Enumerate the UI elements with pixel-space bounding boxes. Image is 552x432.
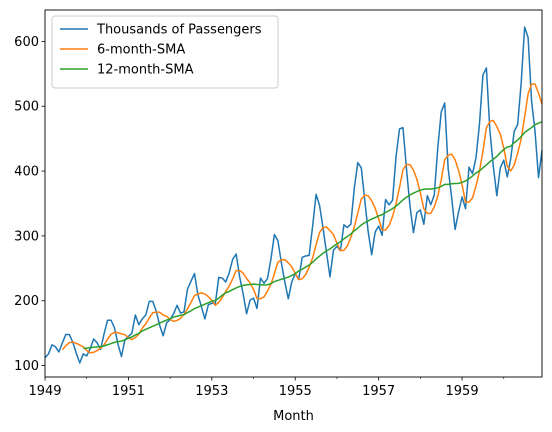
y-tick-label: 500: [14, 100, 39, 115]
y-tick-label: 100: [14, 359, 39, 374]
x-axis: 1949 1951 1953 1955 1957 1959: [28, 377, 505, 399]
series-lines: [44, 26, 543, 364]
legend-label-1: Thousands of Passengers: [96, 23, 262, 38]
legend: Thousands of Passengers 6-month-SMA 12-mon…: [51, 15, 279, 89]
axes-frame: [44, 9, 543, 378]
series-line-3: [83, 120, 543, 350]
y-axis: 100 200 300 400 500 600: [14, 35, 45, 374]
x-tick-label: 1949: [28, 384, 61, 399]
x-tick-label: 1959: [446, 384, 479, 399]
y-tick-label: 300: [14, 229, 39, 244]
x-tick-label: 1953: [195, 384, 228, 399]
legend-box: [51, 15, 279, 89]
x-tick-label: 1955: [279, 384, 312, 399]
legend-label-3: 12-month-SMA: [97, 63, 194, 78]
y-tick-label: 600: [14, 35, 39, 50]
y-tick-label: 200: [14, 294, 39, 309]
x-tick-label: 1957: [362, 384, 395, 399]
x-tick-label: 1951: [112, 384, 145, 399]
legend-label-2: 6-month-SMA: [97, 43, 185, 58]
y-tick-label: 400: [14, 165, 39, 180]
x-axis-label: Month: [273, 409, 314, 424]
series-line-2: [61, 83, 543, 354]
